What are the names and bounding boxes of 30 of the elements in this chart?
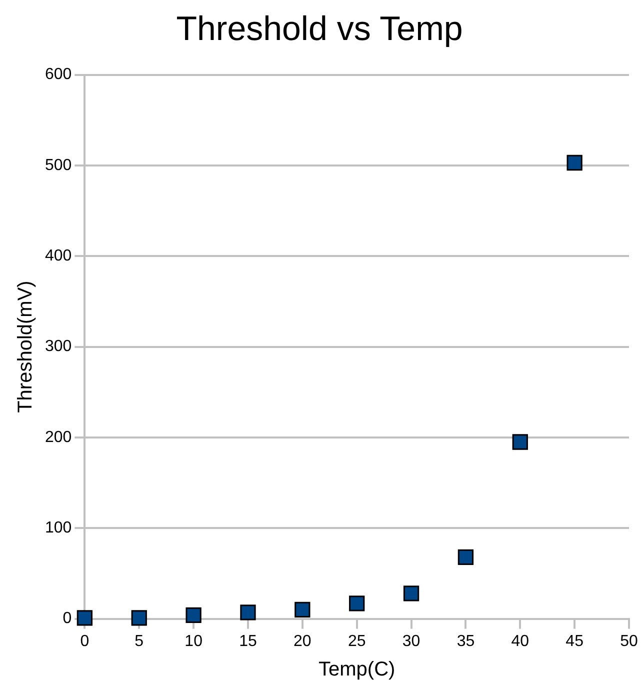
point bbox=[240, 604, 256, 620]
y-axis-title: Threshold(mV) bbox=[14, 280, 37, 413]
x-tick-label: 30 bbox=[402, 632, 420, 650]
point bbox=[349, 596, 365, 612]
x-axis-title: Temp(C) bbox=[318, 658, 396, 681]
y-tick-label: 400 bbox=[44, 248, 72, 265]
point bbox=[512, 434, 528, 450]
x-tick-label: 15 bbox=[239, 632, 257, 650]
y-tick-label: 0 bbox=[62, 610, 72, 628]
x-tick-label: 5 bbox=[134, 632, 144, 650]
point bbox=[186, 607, 202, 623]
x-tick-label: 10 bbox=[184, 632, 203, 650]
x-tick-label: 50 bbox=[620, 632, 638, 650]
y-tick-label: 300 bbox=[44, 338, 72, 356]
x-tick-label: 40 bbox=[511, 632, 530, 650]
x-tick-label: 45 bbox=[566, 632, 584, 650]
point bbox=[294, 602, 310, 618]
x-tick-label: 20 bbox=[294, 632, 312, 650]
x-tick-label: 35 bbox=[456, 632, 475, 650]
x-tick-label: 0 bbox=[80, 632, 90, 650]
chart-title: Threshold vs Temp bbox=[176, 10, 463, 48]
point bbox=[403, 586, 420, 602]
y-tick-label: 600 bbox=[44, 66, 72, 84]
y-tick-label: 100 bbox=[44, 520, 72, 537]
y-tick-label: 200 bbox=[44, 428, 72, 446]
point bbox=[458, 549, 474, 565]
y-tick-label: 500 bbox=[44, 156, 72, 174]
x-tick-label: 25 bbox=[348, 632, 366, 650]
point bbox=[566, 154, 582, 171]
point bbox=[131, 610, 147, 626]
